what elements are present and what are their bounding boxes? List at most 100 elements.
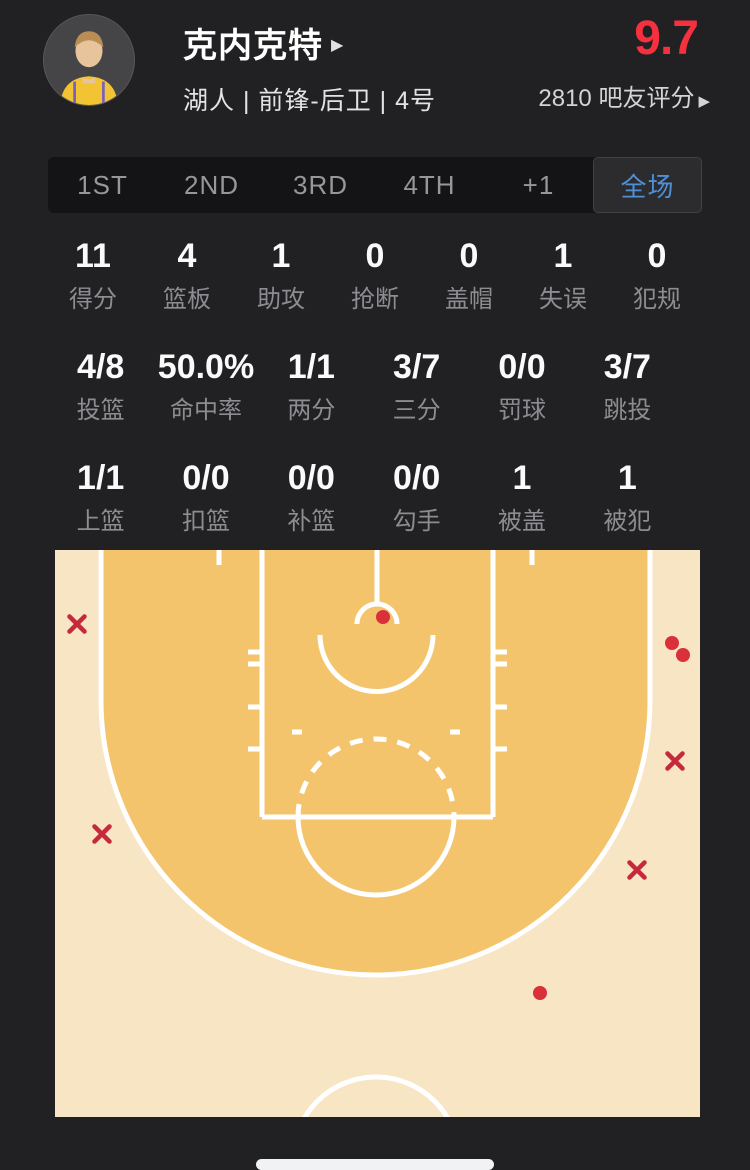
rating-value: 9.7 <box>634 12 699 65</box>
made-shot-marker <box>665 636 679 650</box>
stat-value: 4 <box>177 237 197 275</box>
stat-cell: 0/0 扣篮 <box>153 459 258 536</box>
stat-value: 0/0 <box>498 348 546 386</box>
tab-3rd[interactable]: 3RD <box>292 169 348 200</box>
stat-cell: 1 被盖 <box>469 459 574 536</box>
stat-value: 1 <box>617 459 637 497</box>
rating-caption: 2810 吧友评分 <box>538 85 695 112</box>
stat-label: 投篮 <box>76 397 125 424</box>
stat-cell: 4 篮板 <box>140 237 234 314</box>
quarter-tabbar: 1ST 2ND 3RD 4TH +1 全场 <box>48 157 702 213</box>
stat-row-3: 1/1 上篮 0/0 扣篮 0/0 补篮 0/0 勾手 1 被盖 1 被犯 <box>0 459 750 536</box>
stat-value: 0/0 <box>393 459 441 497</box>
stat-value: 11 <box>75 237 111 275</box>
stat-cell: 1 失误 <box>516 237 610 314</box>
stat-value: 0 <box>647 237 667 275</box>
stat-label: 助攻 <box>257 286 305 313</box>
rating-link[interactable]: 2810 吧友评分 ▶ <box>538 78 710 113</box>
missed-shot-marker <box>627 860 647 880</box>
stat-label: 篮板 <box>163 286 211 313</box>
stat-cell: 4/8 投篮 <box>48 348 153 425</box>
stat-cell: 0/0 罚球 <box>469 348 574 425</box>
stat-label: 两分 <box>287 397 336 424</box>
stat-cell: 1/1 上篮 <box>48 459 153 536</box>
stat-cell: 3/7 三分 <box>364 348 469 425</box>
free-throw-circle-top <box>295 736 457 818</box>
lane-hash-marks-right <box>493 649 507 752</box>
three-point-line <box>98 550 653 978</box>
player-identity: 克内克特 ▶ 湖人 | 前锋-后卫 | 4号 <box>183 14 436 117</box>
player-avatar[interactable] <box>43 14 135 106</box>
chevron-right-icon: ▶ <box>698 93 710 110</box>
stat-label: 犯规 <box>633 286 681 313</box>
tab-1st[interactable]: 1ST <box>77 169 128 200</box>
player-name: 克内克特 <box>183 27 323 65</box>
stat-label: 被盖 <box>497 508 546 535</box>
stat-row-2: 4/8 投篮 50.0% 命中率 1/1 两分 3/7 三分 0/0 罚球 3/7 跳投 <box>0 348 750 425</box>
stat-value: 3/7 <box>393 348 441 386</box>
stat-label: 补篮 <box>287 508 336 535</box>
stat-value: 1 <box>553 237 573 275</box>
stat-value: 0/0 <box>182 459 230 497</box>
shot-markers <box>67 610 690 1000</box>
stat-value: 3/7 <box>603 348 651 386</box>
missed-shot-marker <box>92 824 112 844</box>
stat-value: 0 <box>459 237 479 275</box>
stat-cell: 1 助攻 <box>234 237 328 314</box>
stat-label: 抢断 <box>351 286 399 313</box>
player-photo-icon <box>44 15 134 105</box>
stat-label: 三分 <box>392 397 441 424</box>
stat-label: 跳投 <box>603 397 652 424</box>
player-header: 克内克特 ▶ 湖人 | 前锋-后卫 | 4号 9.7 2810 吧友评分 ▶ <box>0 0 750 117</box>
made-shot-marker <box>376 610 390 624</box>
tab-full-game[interactable]: 全场 <box>593 157 702 213</box>
tab-2nd[interactable]: 2ND <box>183 169 239 200</box>
made-shot-marker <box>676 648 690 662</box>
stat-value: 1/1 <box>287 348 335 386</box>
stat-value: 0/0 <box>287 459 335 497</box>
stat-cell: 0/0 补篮 <box>259 459 364 536</box>
stat-label: 被犯 <box>603 508 652 535</box>
stat-value: 50.0% <box>157 348 255 386</box>
stat-value: 1 <box>512 459 532 497</box>
stat-label: 盖帽 <box>445 286 493 313</box>
stat-value: 1 <box>271 237 291 275</box>
rim <box>354 601 400 625</box>
stat-cell: 50.0% 命中率 <box>153 348 258 425</box>
stat-value: 0 <box>365 237 385 275</box>
shot-chart <box>55 550 700 1117</box>
stat-value: 4/8 <box>77 348 125 386</box>
stat-cell: 0 抢断 <box>328 237 422 314</box>
missed-shot-marker <box>67 614 87 634</box>
stat-cell: 0 盖帽 <box>422 237 516 314</box>
free-throw-circle-bottom <box>295 816 457 898</box>
player-name-row[interactable]: 克内克特 ▶ <box>183 18 436 67</box>
court-lines <box>98 550 653 1117</box>
chevron-right-icon: ▶ <box>331 36 344 54</box>
home-indicator[interactable] <box>256 1159 494 1170</box>
made-shot-marker <box>533 986 547 1000</box>
stat-label: 失误 <box>539 286 587 313</box>
tab-4th[interactable]: 4TH <box>403 169 456 200</box>
shot-chart-court <box>55 550 700 1117</box>
stat-label: 罚球 <box>497 397 546 424</box>
three-point-area <box>101 550 650 975</box>
tab-plus-1[interactable]: +1 <box>522 169 555 200</box>
half-court-circle <box>302 1074 450 1117</box>
stat-cell: 0 犯规 <box>610 237 704 314</box>
stat-cell: 1/1 两分 <box>259 348 364 425</box>
stat-label: 上篮 <box>76 508 125 535</box>
restricted-area-arc <box>317 634 436 694</box>
stat-cell: 1 被犯 <box>575 459 680 536</box>
stat-label: 勾手 <box>392 508 441 535</box>
stat-label: 命中率 <box>169 397 242 424</box>
stat-cell: 3/7 跳投 <box>575 348 680 425</box>
stat-cell: 0/0 勾手 <box>364 459 469 536</box>
rating-block: 9.7 2810 吧友评分 ▶ <box>538 14 710 113</box>
baseline-marks <box>216 550 535 565</box>
stats-section: 11 得分 4 篮板 1 助攻 0 抢断 0 盖帽 1 失误 0 犯规 4/8 投篮 50.0% 命中率 1/1 两分… <box>0 237 750 536</box>
stat-label: 得分 <box>69 286 117 313</box>
missed-shot-marker <box>665 751 685 771</box>
stat-cell: 11 得分 <box>46 237 140 314</box>
